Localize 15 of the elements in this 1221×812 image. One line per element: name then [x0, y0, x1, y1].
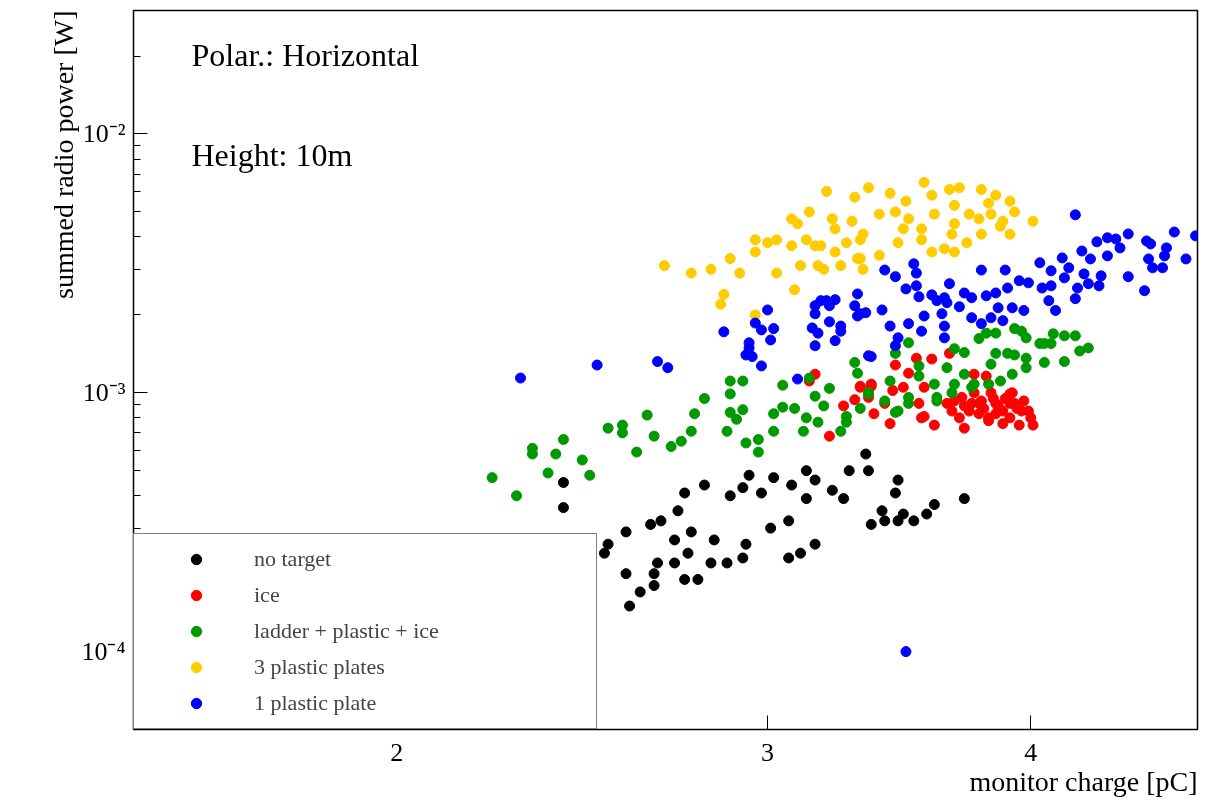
legend-label: no target: [254, 546, 333, 572]
legend-label: ladder + plastic + ice: [254, 618, 440, 644]
x-tick-label: 3: [761, 737, 775, 767]
legend-label: 1 plastic plate: [254, 690, 378, 716]
x-axis-title: monitor charge [pC]: [969, 765, 1198, 797]
legend-label: ice: [254, 582, 281, 608]
y-tick-label: 10⁻²: [82, 119, 126, 149]
legend-label: 3 plastic plates: [254, 654, 386, 680]
x-tick-label: 4: [1024, 737, 1038, 767]
annotation: Polar.: Horizontal: [191, 36, 420, 73]
y-tick-label: 10⁻³: [82, 378, 126, 408]
annotation: Height: 10m: [191, 136, 353, 173]
y-tick-label: 10⁻⁴: [81, 637, 126, 667]
y-axis-title: summed radio power [W]: [47, 10, 79, 299]
x-tick-label: 2: [390, 737, 404, 767]
